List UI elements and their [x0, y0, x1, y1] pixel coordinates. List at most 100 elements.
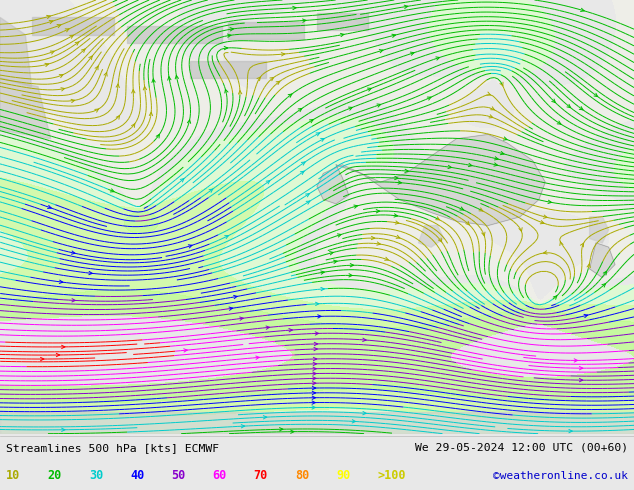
- FancyArrowPatch shape: [579, 367, 583, 370]
- Polygon shape: [590, 217, 609, 243]
- FancyArrowPatch shape: [594, 93, 598, 97]
- FancyArrowPatch shape: [75, 42, 79, 45]
- FancyArrowPatch shape: [405, 169, 408, 172]
- FancyArrowPatch shape: [314, 343, 318, 345]
- FancyArrowPatch shape: [290, 430, 294, 433]
- FancyArrowPatch shape: [89, 56, 92, 60]
- FancyArrowPatch shape: [312, 396, 316, 399]
- FancyArrowPatch shape: [349, 274, 353, 277]
- FancyArrowPatch shape: [333, 260, 337, 264]
- FancyArrowPatch shape: [569, 429, 573, 433]
- Text: 40: 40: [130, 469, 144, 483]
- FancyArrowPatch shape: [314, 347, 317, 351]
- FancyArrowPatch shape: [89, 271, 93, 275]
- FancyArrowPatch shape: [368, 88, 371, 91]
- FancyArrowPatch shape: [41, 357, 44, 361]
- FancyArrowPatch shape: [377, 242, 380, 245]
- FancyArrowPatch shape: [581, 243, 583, 247]
- FancyArrowPatch shape: [229, 307, 233, 310]
- Polygon shape: [0, 17, 32, 87]
- FancyArrowPatch shape: [394, 176, 398, 180]
- FancyArrowPatch shape: [377, 104, 380, 107]
- Text: Streamlines 500 hPa [kts] ECMWF: Streamlines 500 hPa [kts] ECMWF: [6, 443, 219, 453]
- FancyArrowPatch shape: [225, 89, 228, 93]
- FancyArrowPatch shape: [604, 271, 607, 275]
- FancyArrowPatch shape: [238, 91, 242, 94]
- FancyArrowPatch shape: [392, 34, 396, 37]
- FancyArrowPatch shape: [552, 99, 555, 102]
- FancyArrowPatch shape: [321, 271, 324, 274]
- FancyArrowPatch shape: [180, 179, 184, 182]
- FancyArrowPatch shape: [495, 157, 498, 160]
- FancyArrowPatch shape: [385, 257, 389, 260]
- FancyArrowPatch shape: [313, 372, 316, 375]
- Text: 10: 10: [6, 469, 20, 483]
- FancyArrowPatch shape: [281, 52, 285, 56]
- Text: 80: 80: [295, 469, 309, 483]
- FancyArrowPatch shape: [363, 412, 366, 415]
- FancyArrowPatch shape: [72, 298, 75, 302]
- FancyArrowPatch shape: [410, 52, 414, 55]
- Polygon shape: [0, 78, 51, 139]
- FancyArrowPatch shape: [330, 252, 333, 255]
- FancyArrowPatch shape: [70, 35, 74, 38]
- FancyArrowPatch shape: [152, 79, 155, 82]
- FancyArrowPatch shape: [318, 315, 321, 318]
- Text: 70: 70: [254, 469, 268, 483]
- FancyArrowPatch shape: [228, 34, 231, 37]
- FancyArrowPatch shape: [288, 94, 292, 98]
- Polygon shape: [190, 61, 266, 78]
- FancyArrowPatch shape: [65, 29, 69, 32]
- FancyArrowPatch shape: [487, 92, 491, 95]
- FancyArrowPatch shape: [45, 63, 49, 67]
- FancyArrowPatch shape: [350, 264, 354, 267]
- FancyArrowPatch shape: [230, 27, 233, 31]
- FancyArrowPatch shape: [110, 189, 114, 192]
- Text: ©weatheronline.co.uk: ©weatheronline.co.uk: [493, 471, 628, 481]
- FancyArrowPatch shape: [602, 284, 605, 287]
- FancyArrowPatch shape: [56, 353, 60, 357]
- FancyArrowPatch shape: [313, 387, 316, 390]
- FancyArrowPatch shape: [61, 345, 65, 348]
- FancyArrowPatch shape: [313, 367, 316, 370]
- FancyArrowPatch shape: [49, 21, 53, 24]
- FancyArrowPatch shape: [256, 356, 259, 359]
- FancyArrowPatch shape: [466, 221, 469, 225]
- FancyArrowPatch shape: [519, 228, 522, 231]
- FancyArrowPatch shape: [116, 84, 119, 88]
- FancyArrowPatch shape: [47, 15, 50, 19]
- FancyArrowPatch shape: [548, 200, 552, 203]
- Text: 50: 50: [171, 469, 185, 483]
- FancyArrowPatch shape: [263, 416, 267, 419]
- FancyArrowPatch shape: [396, 235, 400, 238]
- FancyArrowPatch shape: [276, 81, 280, 85]
- FancyArrowPatch shape: [104, 73, 107, 76]
- FancyArrowPatch shape: [438, 238, 442, 242]
- FancyArrowPatch shape: [233, 295, 237, 298]
- FancyArrowPatch shape: [60, 280, 63, 283]
- FancyArrowPatch shape: [61, 428, 65, 432]
- FancyArrowPatch shape: [312, 406, 315, 409]
- FancyArrowPatch shape: [71, 99, 75, 102]
- FancyArrowPatch shape: [579, 107, 583, 110]
- FancyArrowPatch shape: [363, 338, 366, 342]
- Polygon shape: [0, 412, 634, 434]
- FancyArrowPatch shape: [579, 378, 583, 382]
- FancyArrowPatch shape: [500, 151, 504, 155]
- FancyArrowPatch shape: [340, 33, 344, 37]
- FancyArrowPatch shape: [482, 232, 485, 236]
- FancyArrowPatch shape: [48, 205, 51, 208]
- FancyArrowPatch shape: [132, 90, 135, 93]
- Text: 90: 90: [336, 469, 350, 483]
- FancyArrowPatch shape: [460, 207, 463, 210]
- FancyArrowPatch shape: [379, 49, 383, 53]
- FancyArrowPatch shape: [372, 236, 375, 240]
- FancyArrowPatch shape: [587, 264, 590, 268]
- FancyArrowPatch shape: [543, 215, 547, 218]
- FancyArrowPatch shape: [316, 302, 319, 306]
- FancyArrowPatch shape: [560, 242, 563, 245]
- FancyArrowPatch shape: [404, 5, 408, 8]
- Text: 20: 20: [48, 469, 61, 483]
- FancyArrowPatch shape: [313, 382, 316, 385]
- FancyArrowPatch shape: [270, 77, 274, 81]
